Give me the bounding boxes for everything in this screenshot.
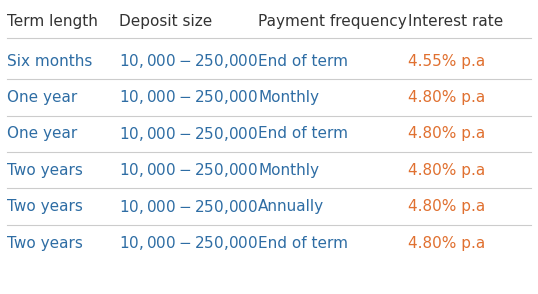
Text: 4.80% p.a: 4.80% p.a <box>408 199 485 214</box>
Text: Two years: Two years <box>7 163 83 178</box>
Text: $10,000-$250,000: $10,000-$250,000 <box>119 52 258 70</box>
Text: 4.80% p.a: 4.80% p.a <box>408 235 485 250</box>
Text: 4.80% p.a: 4.80% p.a <box>408 163 485 178</box>
Text: $10,000-$250,000: $10,000-$250,000 <box>119 88 258 106</box>
Text: 4.55% p.a: 4.55% p.a <box>408 54 485 69</box>
Text: Payment frequency: Payment frequency <box>258 14 407 29</box>
Text: $10,000-$250,000: $10,000-$250,000 <box>119 198 258 216</box>
Text: $10,000-$250,000: $10,000-$250,000 <box>119 234 258 252</box>
Text: End of term: End of term <box>258 235 348 250</box>
Text: End of term: End of term <box>258 54 348 69</box>
Text: One year: One year <box>7 126 77 141</box>
Text: $10,000-$250,000: $10,000-$250,000 <box>119 125 258 143</box>
Text: Monthly: Monthly <box>258 90 319 105</box>
Text: 4.80% p.a: 4.80% p.a <box>408 90 485 105</box>
Text: Term length: Term length <box>7 14 97 29</box>
Text: $10,000-$250,000: $10,000-$250,000 <box>119 161 258 179</box>
Text: End of term: End of term <box>258 126 348 141</box>
Text: Interest rate: Interest rate <box>408 14 504 29</box>
Text: Deposit size: Deposit size <box>119 14 213 29</box>
Text: Two years: Two years <box>7 235 83 250</box>
Text: Six months: Six months <box>7 54 92 69</box>
Text: Annually: Annually <box>258 199 324 214</box>
Text: Two years: Two years <box>7 199 83 214</box>
Text: Monthly: Monthly <box>258 163 319 178</box>
Text: 4.80% p.a: 4.80% p.a <box>408 126 485 141</box>
Text: One year: One year <box>7 90 77 105</box>
